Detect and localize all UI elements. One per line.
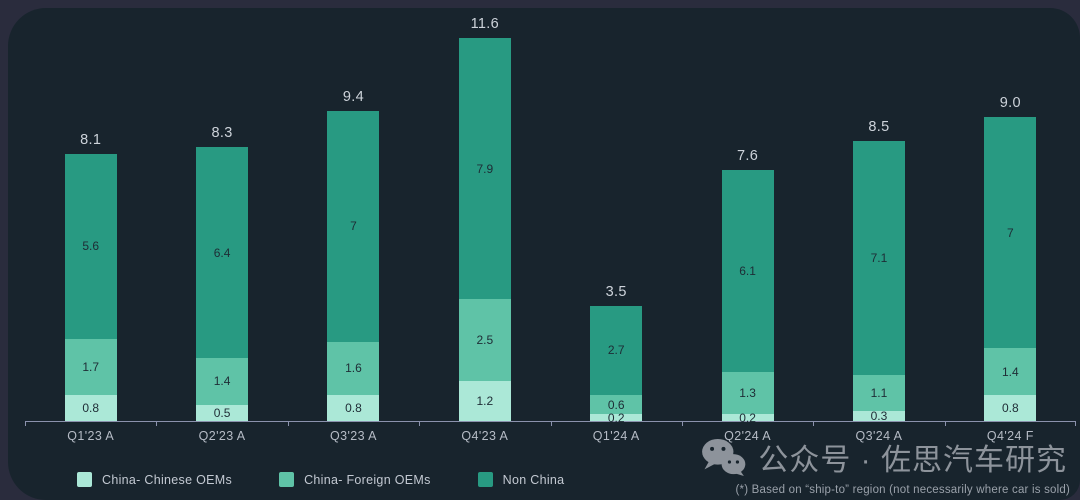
- bar-total-label: 8.5: [868, 118, 890, 135]
- wechat-watermark: 公众号 · 佐思汽车研究: [700, 435, 1067, 479]
- bar-column: 0.2 1.3 6.1 7.6 Q2'24 A: [681, 18, 813, 443]
- segment-value-label: 0.5: [213, 405, 231, 420]
- bar-column: 0.3 1.1 7.1 8.5 Q3'24 A: [813, 18, 944, 443]
- bar-column: 0.8 1.6 7 9.4 Q3'23 A: [287, 18, 419, 443]
- bar-segment: 7.1: [852, 140, 905, 375]
- bar-column: 0.8 1.4 7 9.0 Q4'24 F: [944, 18, 1076, 443]
- bar-segment: 0.8: [327, 394, 380, 421]
- bar-total-label: 8.1: [80, 131, 102, 148]
- stacked-bar: 0.5 1.4 6.4: [196, 147, 249, 421]
- x-axis-label: Q3'24 A: [855, 429, 903, 443]
- bar-segment: 0.5: [196, 404, 249, 421]
- bar-segment: 0.8: [64, 394, 117, 421]
- segment-value-label: 0.8: [1001, 400, 1019, 415]
- wechat-icon: [702, 438, 746, 476]
- stacked-bar-chart: 0.8 1.7 5.6 8.1 Q1'23 A 0.5 1.4 6.4 8.3 Q2'23 A 0.…: [25, 16, 1076, 443]
- bar-total-label: 9.0: [999, 95, 1021, 112]
- stacked-bar: 0.2 0.6 2.7: [590, 305, 643, 425]
- bar-segment: 1.2: [458, 381, 511, 421]
- stacked-bar: 0.8 1.7 5.6: [64, 153, 117, 421]
- bar-total-label: 8.3: [211, 125, 233, 142]
- bar-segment: 7: [984, 117, 1037, 349]
- x-axis-label: Q1'23 A: [67, 429, 115, 443]
- bar-column: 1.2 2.5 7.9 11.6 Q4'23 A: [419, 16, 550, 443]
- legend-swatch: [477, 472, 493, 487]
- segment-value-label: 2.7: [607, 343, 625, 358]
- watermark-text: 公众号 · 佐思汽车研究: [758, 444, 1067, 477]
- legend-item: China- Chinese OEMs: [77, 472, 232, 487]
- bar-segment: 0.3: [852, 409, 905, 424]
- legend-swatch: [77, 472, 92, 487]
- bar-segment: 0.2: [590, 410, 643, 425]
- segment-value-label: 1.3: [739, 385, 756, 400]
- bar-total-label: 9.4: [342, 88, 364, 105]
- bar-segment: 0.2: [721, 410, 774, 425]
- stacked-bar: 0.2 1.3 6.1: [721, 170, 774, 425]
- legend-label: China- Chinese OEMs: [102, 472, 233, 487]
- x-axis-label: Q1'24 A: [592, 429, 640, 443]
- bar-segment: 1.4: [196, 358, 249, 405]
- bar-segment: 0.6: [590, 394, 643, 415]
- segment-value-label: 7.9: [476, 161, 494, 176]
- bar-columns: 0.8 1.7 5.6 8.1 Q1'23 A 0.5 1.4 6.4 8.3 Q2'23 A 0.…: [25, 16, 1076, 443]
- chart-legend: China- Chinese OEMs China- Foreign OEMs No…: [77, 472, 564, 487]
- segment-value-label: 6.4: [213, 245, 231, 260]
- bar-segment: 0.8: [984, 394, 1037, 421]
- bar-total-label: 7.6: [737, 148, 759, 165]
- stacked-bar: 0.8 1.6 7: [327, 110, 380, 421]
- stacked-bar: 0.8 1.4 7: [984, 117, 1037, 421]
- segment-value-label: 2.5: [476, 333, 494, 348]
- segment-value-label: 0.2: [739, 410, 756, 425]
- segment-value-label: 6.1: [739, 263, 756, 278]
- x-axis-label: Q2'24 A: [724, 429, 771, 443]
- x-axis-label: Q3'23 A: [329, 429, 377, 443]
- segment-value-label: 1.2: [476, 394, 494, 409]
- segment-value-label: 1.4: [213, 374, 231, 389]
- segment-value-label: 0.3: [870, 409, 888, 424]
- legend-item: China- Foreign OEMs: [279, 472, 431, 487]
- bar-segment: 2.5: [458, 298, 511, 382]
- bar-segment: 6.1: [721, 170, 774, 372]
- chart-footnote: (*) Based on “ship-to” region (not neces…: [735, 484, 1070, 496]
- x-axis-label: Q2'23 A: [198, 429, 246, 443]
- legend-label: Non China: [502, 472, 565, 487]
- x-axis-label: Q4'24 F: [986, 429, 1034, 443]
- bar-segment: 2.7: [590, 305, 643, 395]
- bar-segment: 1.6: [327, 341, 380, 395]
- bar-segment: 7: [327, 110, 380, 342]
- segment-value-label: 0.2: [607, 410, 625, 425]
- bar-segment: 1.4: [984, 348, 1037, 395]
- segment-value-label: 7: [1006, 225, 1014, 240]
- segment-value-label: 0.6: [607, 397, 625, 412]
- legend-item: Non China: [477, 472, 565, 487]
- bar-segment: 1.1: [852, 374, 905, 412]
- bar-segment: 5.6: [64, 153, 117, 339]
- stacked-bar: 0.3 1.1 7.1: [852, 140, 905, 424]
- bar-column: 0.5 1.4 6.4 8.3 Q2'23 A: [156, 18, 287, 443]
- x-axis-label: Q4'23 A: [461, 429, 509, 443]
- bar-total-label: 3.5: [605, 283, 627, 300]
- segment-value-label: 0.8: [345, 400, 362, 415]
- segment-value-label: 7: [350, 219, 357, 234]
- chart-panel: 0.8 1.7 5.6 8.1 Q1'23 A 0.5 1.4 6.4 8.3 Q2'23 A 0.…: [8, 8, 1080, 500]
- segment-value-label: 7.1: [870, 250, 888, 265]
- segment-value-label: 1.7: [82, 359, 100, 374]
- bar-total-label: 11.6: [470, 16, 499, 33]
- segment-value-label: 5.6: [82, 239, 100, 254]
- bar-column: 0.8 1.7 5.6 8.1 Q1'23 A: [25, 18, 156, 443]
- legend-swatch: [279, 472, 295, 487]
- bar-segment: 1.7: [64, 338, 117, 395]
- bar-segment: 1.3: [721, 371, 774, 415]
- segment-value-label: 1.1: [870, 385, 888, 400]
- bar-segment: 7.9: [458, 38, 511, 299]
- stacked-bar: 1.2 2.5 7.9: [458, 38, 511, 421]
- segment-value-label: 1.4: [1001, 364, 1019, 379]
- segment-value-label: 1.6: [345, 361, 362, 376]
- bar-segment: 6.4: [196, 147, 249, 359]
- legend-label: China- Foreign OEMs: [304, 472, 431, 487]
- segment-value-label: 0.8: [82, 400, 100, 415]
- bar-column: 0.2 0.6 2.7 3.5 Q1'24 A: [550, 18, 682, 443]
